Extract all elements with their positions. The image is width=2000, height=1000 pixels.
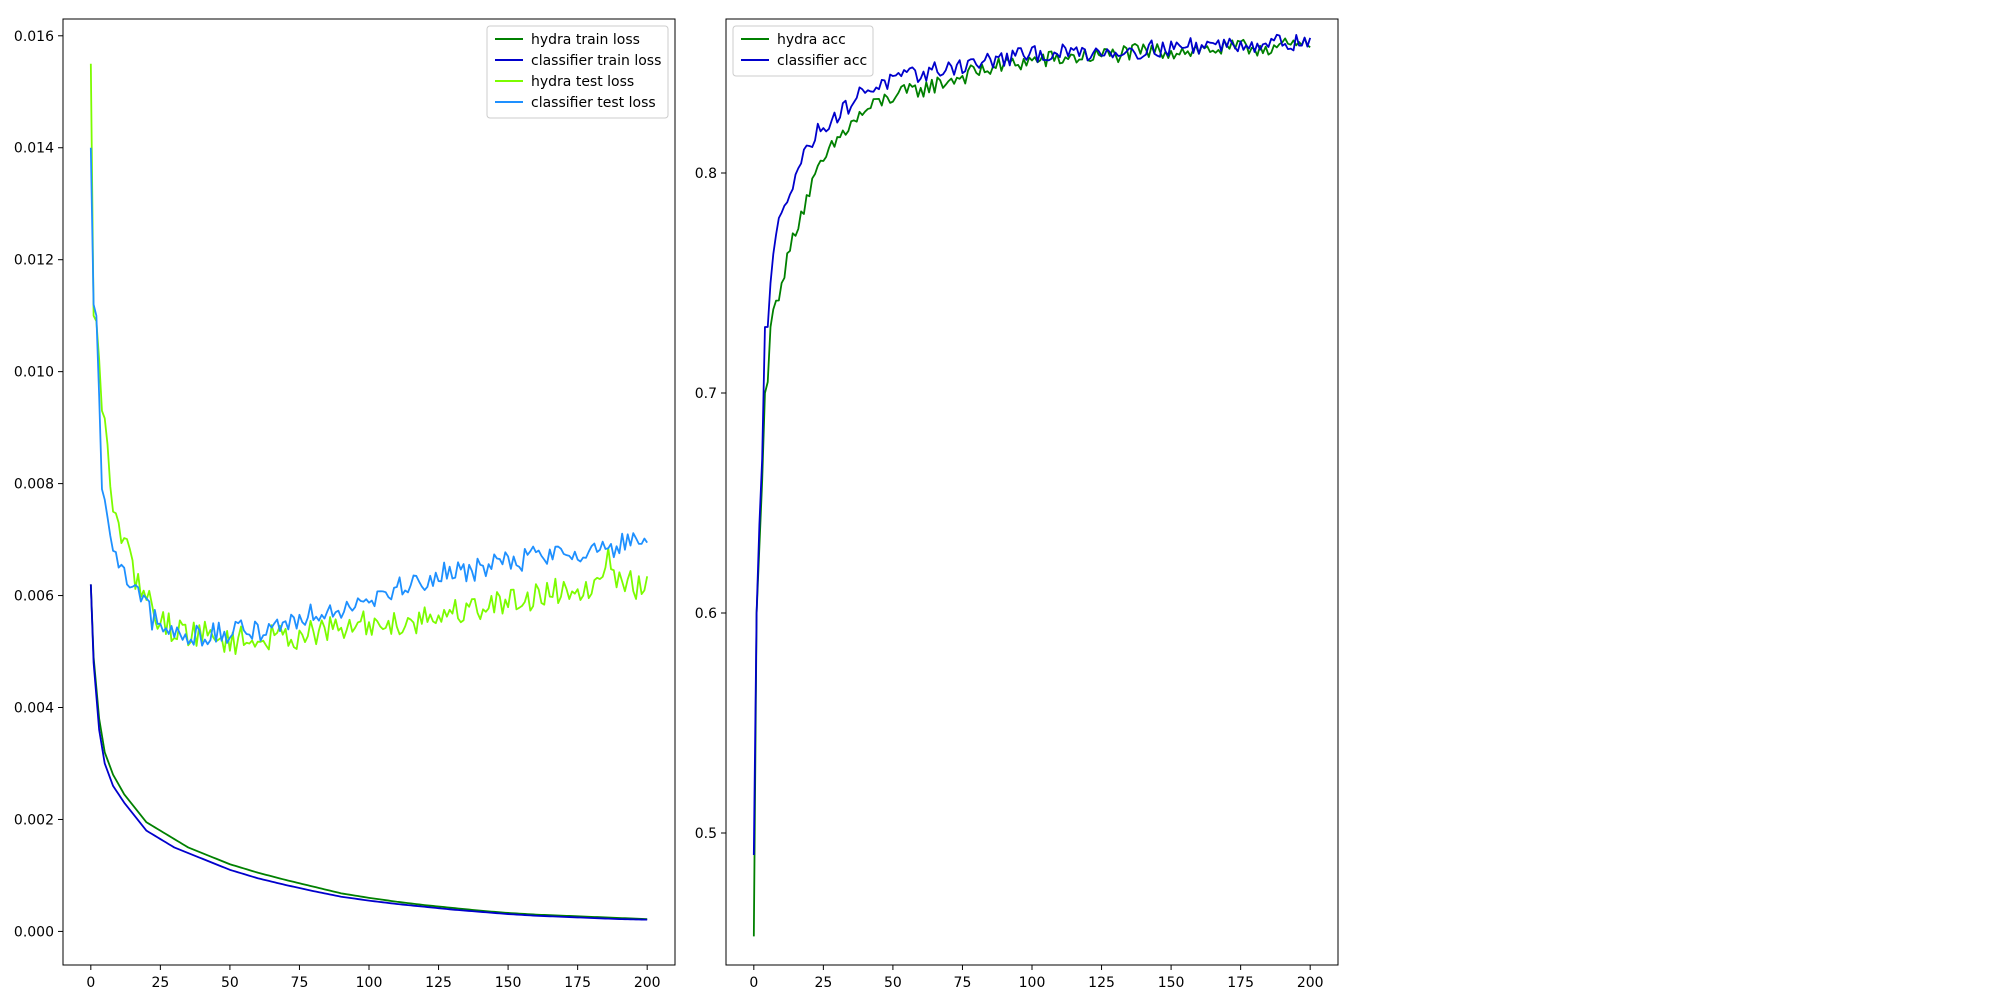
legend-label: classifier train loss <box>531 53 661 69</box>
legend-label: classifier test loss <box>531 95 656 111</box>
y-tick-label: 0.004 <box>14 701 54 717</box>
y-tick-label: 0.012 <box>14 253 54 269</box>
x-tick-label: 175 <box>564 975 591 991</box>
axes-frame <box>725 18 1339 966</box>
y-tick-label: 0.7 <box>695 386 717 402</box>
x-tick-label: 50 <box>884 975 902 991</box>
y-tick-label: 0.6 <box>695 606 717 622</box>
y-tick-label: 0.008 <box>14 477 54 493</box>
x-tick-label: 75 <box>291 975 309 991</box>
series-line-hydra-test-loss <box>89 63 649 655</box>
x-tick-label: 150 <box>1158 975 1185 991</box>
y-tick-label: 0.002 <box>14 812 54 828</box>
subplot-1: 0 25 50 75 100 125 150 175 200 0.000 0.002 0.004 0.0… <box>14 18 676 991</box>
y-tick-label: 0.014 <box>14 141 54 157</box>
x-tick-label: 25 <box>814 975 832 991</box>
x-tick-label: 100 <box>1019 975 1046 991</box>
legend-box <box>486 25 669 119</box>
series-line-classifier-train-loss <box>89 584 648 921</box>
legend: hydra acc classifier acc <box>732 25 874 77</box>
x-tick-label: 0 <box>86 975 95 991</box>
x-tick-label: 100 <box>356 975 383 991</box>
y-tick-label: 0.8 <box>695 166 717 182</box>
x-tick-label: 125 <box>1088 975 1115 991</box>
x-tick-label: 175 <box>1227 975 1254 991</box>
series-line-hydra-acc <box>752 36 1311 937</box>
legend-label: hydra train loss <box>531 32 640 48</box>
x-tick-label: 125 <box>425 975 452 991</box>
legend-label: hydra test loss <box>531 74 634 90</box>
x-tick-label: 50 <box>221 975 239 991</box>
axes-frame <box>62 18 676 966</box>
legend-label: hydra acc <box>777 32 846 48</box>
legend: hydra train loss classifier train loss hyd… <box>486 25 669 119</box>
x-tick-label: 200 <box>1297 975 1324 991</box>
y-tick-label: 0.010 <box>14 365 54 381</box>
y-tick-label: 0.016 <box>14 29 54 45</box>
series-line-classifier-acc <box>752 33 1312 856</box>
x-tick-label: 75 <box>954 975 972 991</box>
x-tick-label: 25 <box>151 975 169 991</box>
series-line-hydra-train-loss <box>89 584 648 920</box>
subplot-2: 0 25 50 75 100 125 150 175 200 0.5 0.6 0.7 0.8 hydra … <box>695 18 1339 991</box>
y-tick-label: 0.006 <box>14 589 54 605</box>
x-tick-label: 200 <box>634 975 661 991</box>
series-line-classifier-test-loss <box>89 147 648 647</box>
x-tick-label: 150 <box>495 975 522 991</box>
y-tick-label: 0.000 <box>14 924 54 940</box>
y-tick-label: 0.5 <box>695 826 717 842</box>
legend-label: classifier acc <box>777 53 867 69</box>
x-tick-label: 0 <box>749 975 758 991</box>
